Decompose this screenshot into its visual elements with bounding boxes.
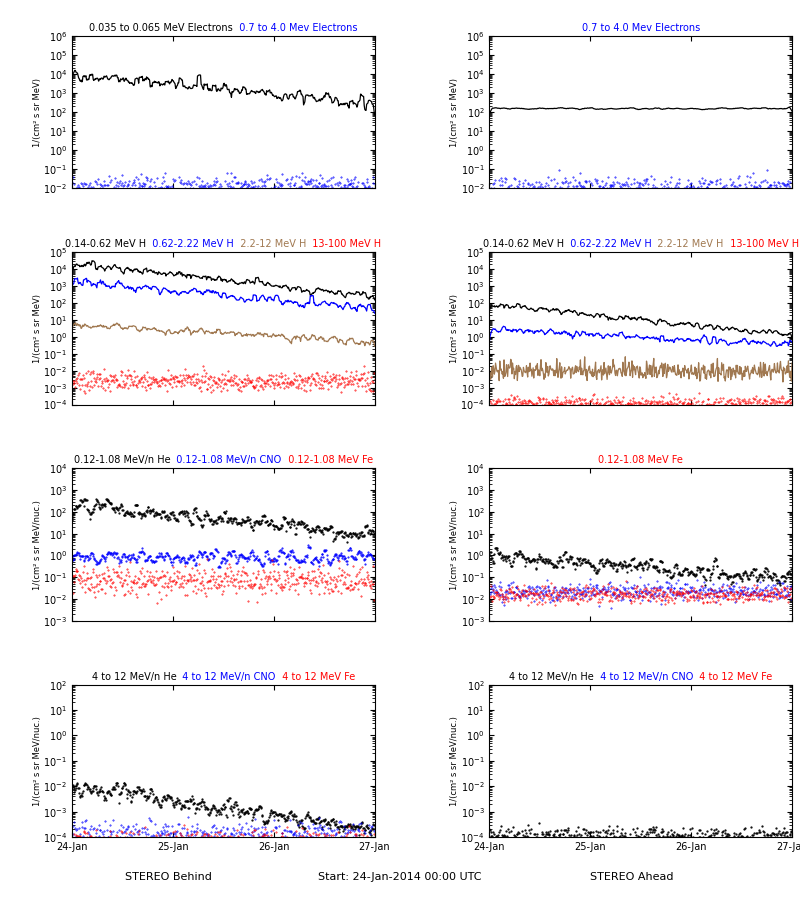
Text: 0.12-1.08 MeV Fe: 0.12-1.08 MeV Fe (282, 455, 373, 465)
Y-axis label: 1/(cm² s sr MeV): 1/(cm² s sr MeV) (450, 294, 459, 363)
Text: STEREO Ahead: STEREO Ahead (590, 872, 674, 882)
Y-axis label: 1/(cm² s sr MeV/nuc.): 1/(cm² s sr MeV/nuc.) (450, 716, 459, 806)
Text: 4 to 12 MeV Fe: 4 to 12 MeV Fe (693, 671, 773, 681)
Text: 0.7 to 4.0 Mev Electrons: 0.7 to 4.0 Mev Electrons (582, 23, 700, 33)
Y-axis label: 1/(cm² s sr MeV/nuc.): 1/(cm² s sr MeV/nuc.) (33, 500, 42, 590)
Text: 13-100 MeV H: 13-100 MeV H (306, 239, 382, 249)
Text: Start: 24-Jan-2014 00:00 UTC: Start: 24-Jan-2014 00:00 UTC (318, 872, 482, 882)
Text: 0.62-2.22 MeV H: 0.62-2.22 MeV H (146, 239, 234, 249)
Text: 0.62-2.22 MeV H: 0.62-2.22 MeV H (564, 239, 651, 249)
Y-axis label: 1/(cm² s sr MeV/nuc.): 1/(cm² s sr MeV/nuc.) (450, 500, 459, 590)
Text: 0.7 to 4.0 Mev Electrons: 0.7 to 4.0 Mev Electrons (233, 23, 358, 33)
Text: 0.12-1.08 MeV/n He: 0.12-1.08 MeV/n He (74, 455, 170, 465)
Text: 0.14-0.62 MeV H: 0.14-0.62 MeV H (65, 239, 146, 249)
Y-axis label: 1/(cm² s sr MeV/nuc.): 1/(cm² s sr MeV/nuc.) (33, 716, 42, 806)
Y-axis label: 1/(cm² s sr MeV): 1/(cm² s sr MeV) (450, 77, 459, 147)
Text: 4 to 12 MeV/n CNO: 4 to 12 MeV/n CNO (594, 671, 693, 681)
Text: 0.035 to 0.065 MeV Electrons: 0.035 to 0.065 MeV Electrons (89, 23, 233, 33)
Y-axis label: 1/(cm² s sr MeV): 1/(cm² s sr MeV) (33, 294, 42, 363)
Text: 13-100 MeV H: 13-100 MeV H (724, 239, 799, 249)
Text: 4 to 12 MeV/n He: 4 to 12 MeV/n He (509, 671, 594, 681)
Text: 2.2-12 MeV H: 2.2-12 MeV H (234, 239, 306, 249)
Text: 0.14-0.62 MeV H: 0.14-0.62 MeV H (482, 239, 564, 249)
Text: 4 to 12 MeV Fe: 4 to 12 MeV Fe (276, 671, 355, 681)
Y-axis label: 1/(cm² s sr MeV): 1/(cm² s sr MeV) (33, 77, 42, 147)
Text: 0.12-1.08 MeV Fe: 0.12-1.08 MeV Fe (598, 455, 683, 465)
Text: 2.2-12 MeV H: 2.2-12 MeV H (651, 239, 724, 249)
Text: 4 to 12 MeV/n CNO: 4 to 12 MeV/n CNO (176, 671, 276, 681)
Text: STEREO Behind: STEREO Behind (125, 872, 211, 882)
Text: 4 to 12 MeV/n He: 4 to 12 MeV/n He (91, 671, 176, 681)
Text: 0.12-1.08 MeV/n CNO: 0.12-1.08 MeV/n CNO (170, 455, 282, 465)
